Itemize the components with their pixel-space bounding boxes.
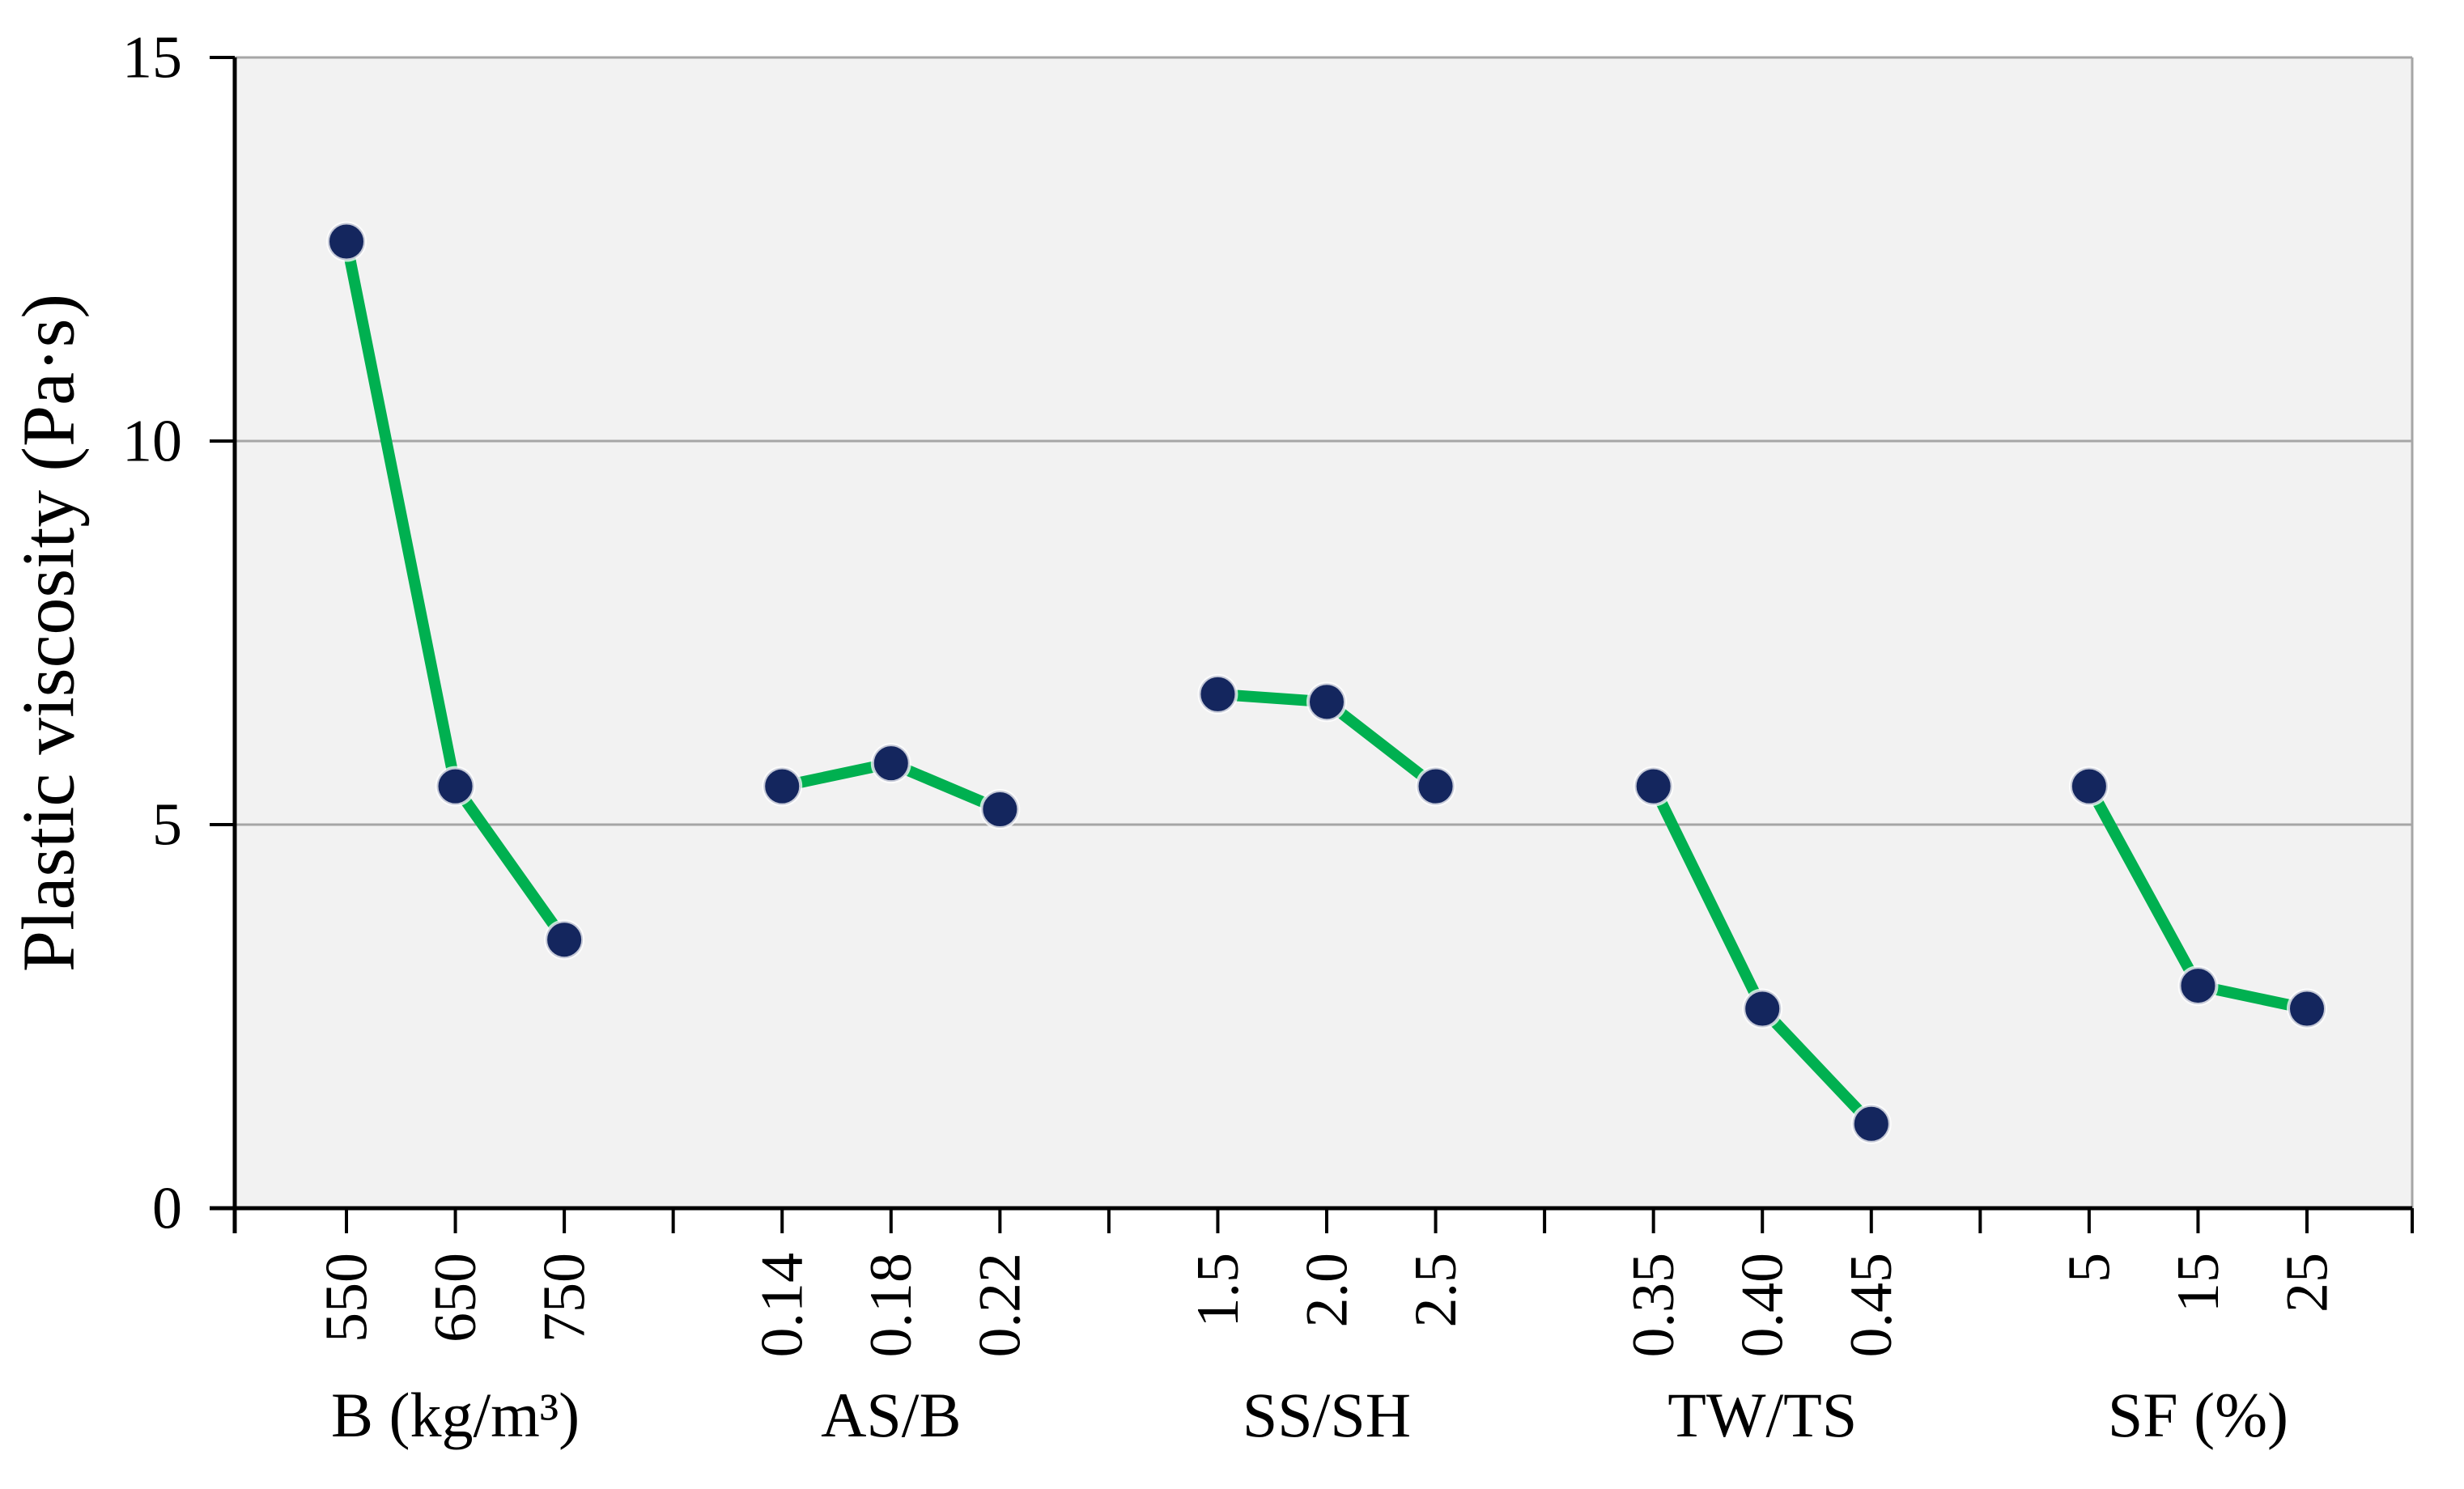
data-point bbox=[762, 766, 803, 807]
x-tick-label: 5 bbox=[2056, 1253, 2122, 1283]
y-tick-label: 15 bbox=[122, 24, 182, 91]
y-tick-label: 0 bbox=[152, 1175, 182, 1241]
group-label: SF (%) bbox=[2108, 1380, 2288, 1450]
x-tick-label: 650 bbox=[423, 1253, 489, 1343]
group-label: AS/B bbox=[821, 1380, 961, 1450]
x-tick-label: 0.22 bbox=[967, 1253, 1034, 1358]
group-label: B (kg/m³) bbox=[331, 1380, 580, 1450]
group-label: TW/TS bbox=[1667, 1380, 1857, 1450]
data-point bbox=[326, 221, 367, 262]
x-tick-label: 25 bbox=[2274, 1253, 2340, 1313]
x-tick-label: 0.45 bbox=[1838, 1253, 1905, 1358]
x-tick-label: 0.40 bbox=[1730, 1253, 1796, 1358]
y-tick-label: 10 bbox=[122, 408, 182, 474]
data-point bbox=[1306, 681, 1347, 723]
data-point bbox=[1850, 1103, 1892, 1144]
x-tick-label: 15 bbox=[2165, 1253, 2232, 1313]
y-axis-title: Plastic viscosity (Pa·s) bbox=[6, 294, 89, 972]
data-point bbox=[1197, 673, 1238, 715]
data-point bbox=[2287, 988, 2327, 1029]
x-tick-label: 0.35 bbox=[1621, 1253, 1687, 1358]
y-tick-label: 5 bbox=[152, 791, 182, 858]
data-point bbox=[979, 789, 1021, 830]
x-tick-label: 1.5 bbox=[1185, 1253, 1251, 1328]
data-point bbox=[2177, 965, 2219, 1007]
data-point bbox=[2068, 766, 2109, 807]
x-tick-label: 2.0 bbox=[1294, 1253, 1360, 1328]
x-tick-label: 0.18 bbox=[858, 1253, 924, 1358]
data-point bbox=[1633, 766, 1674, 807]
plot-area bbox=[235, 57, 2412, 1208]
data-point bbox=[1742, 988, 1783, 1029]
data-point bbox=[1415, 766, 1456, 807]
data-point bbox=[870, 743, 911, 784]
data-point bbox=[544, 919, 585, 961]
x-tick-label: 550 bbox=[313, 1253, 380, 1343]
x-tick-label: 750 bbox=[532, 1253, 598, 1343]
x-tick-label: 0.14 bbox=[750, 1253, 816, 1358]
x-tick-label: 2.5 bbox=[1403, 1253, 1469, 1328]
data-point bbox=[435, 766, 476, 807]
group-label: SS/SH bbox=[1243, 1380, 1411, 1450]
